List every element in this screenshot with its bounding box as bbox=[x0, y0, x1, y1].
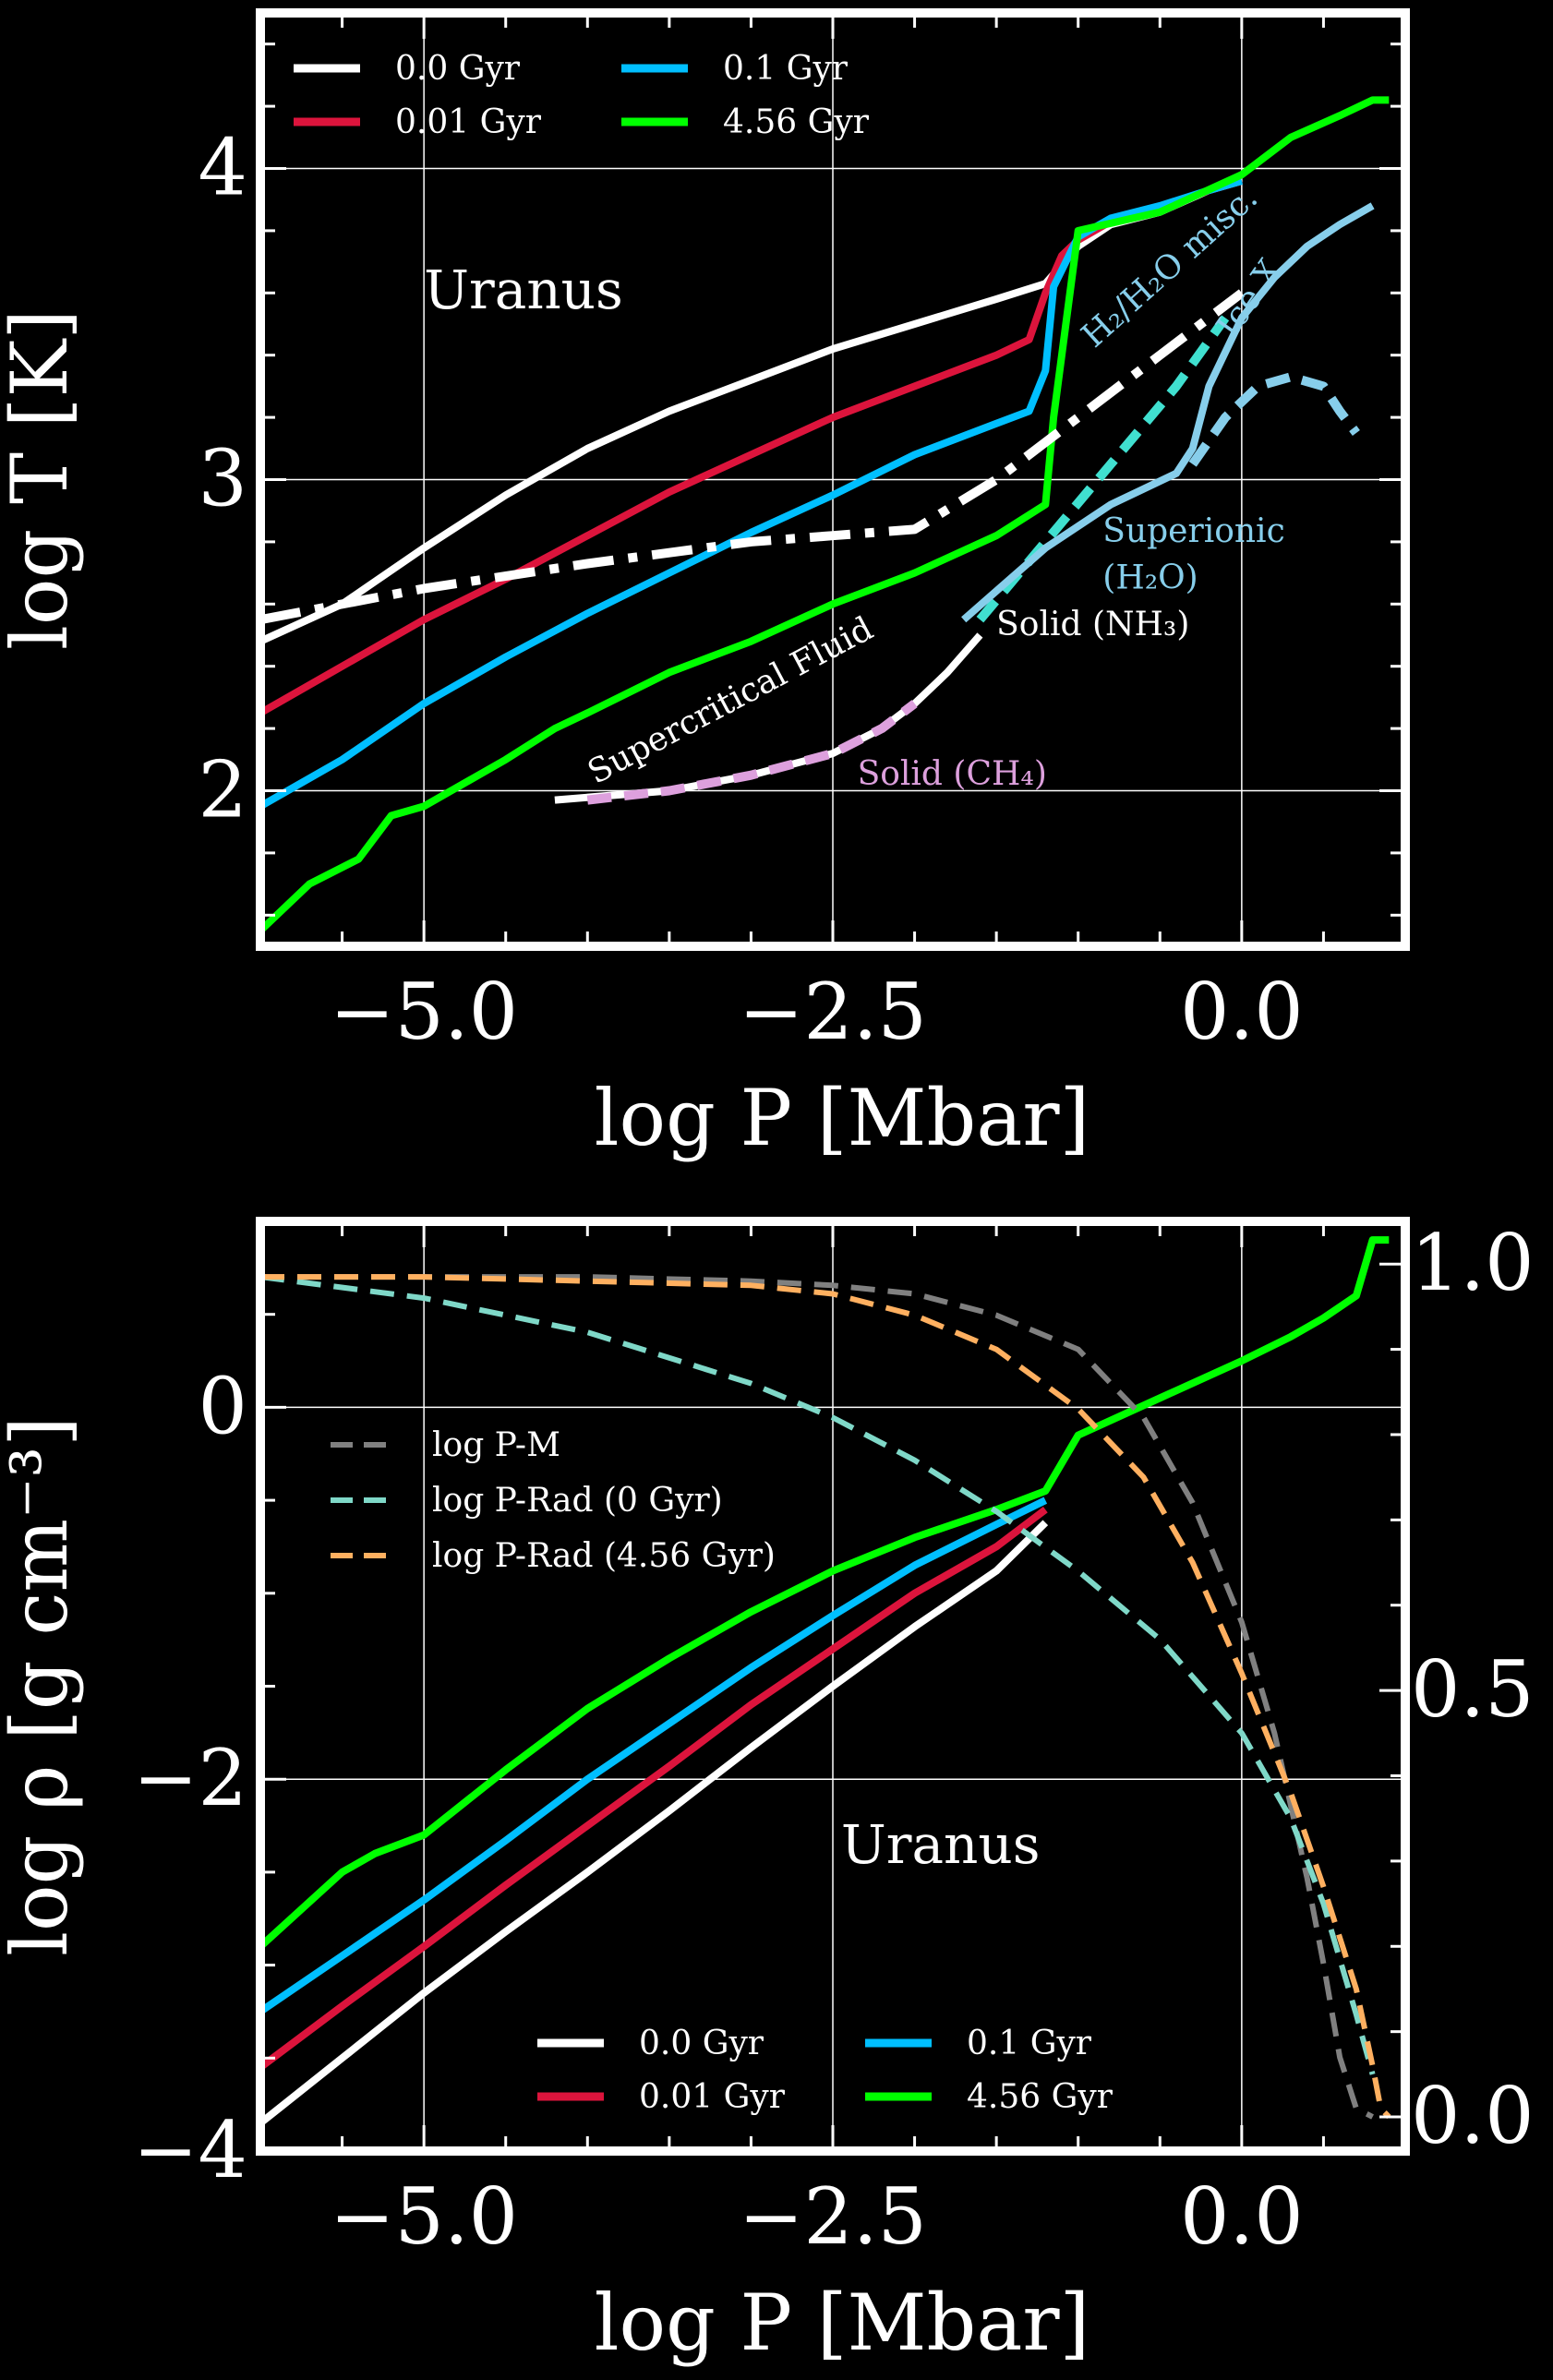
bottom-legend: log P-M log P-Rad (0 Gyr) log P-Rad (4.56 … bbox=[331, 1426, 776, 1575]
top-series-line-9 bbox=[1188, 372, 1360, 467]
top-annotation-0: Uranus bbox=[424, 258, 623, 321]
bottom-x-tick-label: −2.5 bbox=[739, 2171, 927, 2262]
bottom-series-log-p-rad-4-56-gyr- bbox=[260, 1274, 1391, 2120]
bottom-x-tick-label: −5.0 bbox=[330, 2171, 518, 2262]
bottom-annotation-0: Uranus bbox=[841, 1813, 1041, 1876]
bottom-legend-label: log P-Rad (4.56 Gyr) bbox=[432, 1537, 776, 1575]
bottom-series-group bbox=[260, 1236, 1391, 2126]
top-annotation-5: Solid (NH₃) bbox=[996, 606, 1189, 643]
bottom-panel: −5.0 −2.5 0.0 −4 −2 0 0.0 0.5 1.0 log P [Mbar] log… bbox=[0, 1217, 1535, 2368]
bottom-y2-tick-label: 0.5 bbox=[1411, 1644, 1535, 1735]
bottom-y-tick-label: −4 bbox=[133, 2105, 247, 2195]
top-series-line-6 bbox=[586, 700, 918, 805]
bottom-series-0-1-gyr bbox=[260, 1497, 1048, 2015]
bottom-legend-label: 0.01 Gyr bbox=[639, 2078, 786, 2116]
bottom-legend-label: 4.56 Gyr bbox=[967, 2078, 1114, 2116]
bottom-legend-label: log P-Rad (0 Gyr) bbox=[432, 1482, 723, 1520]
bottom-series-0-01-gyr bbox=[260, 1507, 1048, 2071]
top-legend-label: 0.0 Gyr bbox=[395, 50, 521, 88]
top-y-axis-label: log T [K] bbox=[0, 309, 85, 650]
top-series-4-56-gyr bbox=[260, 96, 1390, 933]
bottom-y2-tick-label: 1.0 bbox=[1411, 1218, 1535, 1308]
top-ticks bbox=[259, 13, 1407, 946]
bottom-y2-tick-label: 0.0 bbox=[1411, 2071, 1535, 2161]
top-y-tick-label: 4 bbox=[199, 123, 247, 213]
top-legend: 0.0 Gyr 0.01 Gyr 0.1 Gyr 4.56 Gyr bbox=[294, 50, 870, 141]
top-legend-label: 0.01 Gyr bbox=[395, 103, 542, 141]
bottom-ticks bbox=[259, 1220, 1407, 2153]
top-series-line-7 bbox=[976, 315, 1230, 623]
bottom-series-log-p-rad-0-gyr- bbox=[260, 1274, 1376, 2075]
bottom-x-axis-label: log P [Mbar] bbox=[595, 2278, 1090, 2368]
bottom-legend-label: 0.0 Gyr bbox=[639, 2025, 764, 2062]
top-annotation-3: Superionic bbox=[1102, 512, 1284, 550]
top-x-tick-label: 0.0 bbox=[1180, 967, 1304, 1057]
top-x-axis-label: log P [Mbar] bbox=[595, 1073, 1090, 1163]
bottom-y-tick-label: −2 bbox=[133, 1733, 247, 1823]
bottom-legend: 0.0 Gyr 0.01 Gyr 0.1 Gyr 4.56 Gyr bbox=[537, 2025, 1114, 2116]
top-y-tick-label: 3 bbox=[199, 434, 247, 524]
top-x-tick-label: −2.5 bbox=[739, 967, 927, 1057]
bottom-y-tick-label: 0 bbox=[199, 1361, 247, 1451]
top-series-0-1-gyr bbox=[260, 177, 1243, 810]
bottom-series-0-0-gyr bbox=[260, 1520, 1049, 2126]
top-legend-label: 0.1 Gyr bbox=[723, 50, 849, 88]
top-series-line-4 bbox=[260, 289, 1245, 625]
top-x-tick-label: −5.0 bbox=[330, 967, 518, 1057]
bottom-series-log-p-m bbox=[260, 1274, 1374, 2120]
top-series-group bbox=[260, 96, 1390, 933]
bottom-legend-label: log P-M bbox=[432, 1426, 560, 1464]
top-legend-label: 4.56 Gyr bbox=[723, 103, 870, 141]
top-annotation-7: Solid (CH₄) bbox=[858, 755, 1047, 793]
top-annotation-4: (H₂O) bbox=[1102, 559, 1198, 596]
top-series-line-8 bbox=[961, 202, 1375, 623]
bottom-legend-label: 0.1 Gyr bbox=[967, 2025, 1092, 2062]
top-y-tick-label: 2 bbox=[199, 745, 247, 835]
bottom-x-tick-label: 0.0 bbox=[1180, 2171, 1304, 2262]
bottom-y-axis-label: log ρ [g cm⁻³] bbox=[0, 1416, 85, 1956]
